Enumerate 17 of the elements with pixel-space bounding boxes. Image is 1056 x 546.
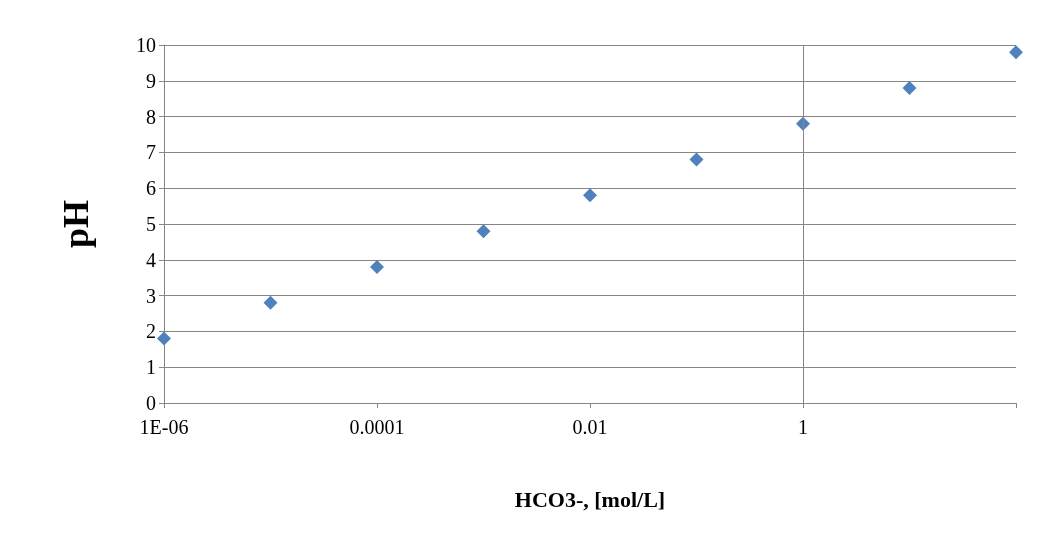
y-tick-label: 4 — [146, 248, 156, 271]
y-tick-label: 0 — [146, 392, 156, 414]
y-tick-label: 3 — [146, 284, 156, 307]
x-tick-label: 1E-06 — [139, 416, 189, 438]
x-tick-label: 0.0001 — [349, 416, 405, 438]
x-axis-title: HCO3-, [mol/L] — [514, 486, 666, 512]
y-tick-label: 10 — [136, 34, 156, 56]
y-tick-label: 5 — [146, 213, 156, 235]
y-tick-label: 8 — [146, 105, 156, 128]
y-tick-label: 2 — [146, 320, 156, 343]
y-axis-title: pH — [56, 199, 96, 249]
y-tick-label: 6 — [146, 177, 156, 200]
x-tick-label: 1 — [798, 416, 808, 438]
y-tick-label: 9 — [146, 69, 156, 92]
x-tick-label: 0.01 — [572, 416, 608, 438]
y-tick-label: 7 — [146, 141, 156, 164]
y-tick-label: 1 — [146, 356, 156, 379]
